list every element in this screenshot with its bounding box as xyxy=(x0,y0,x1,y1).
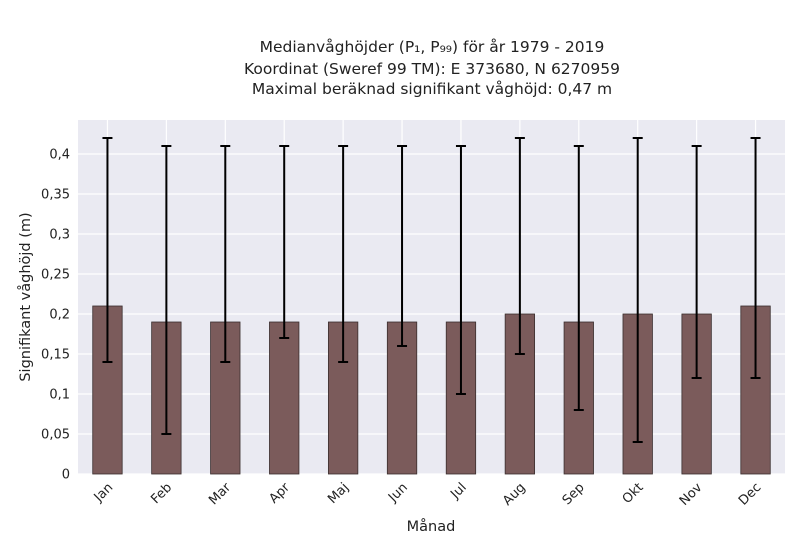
x-tick-label: Sep xyxy=(560,480,588,508)
x-tick-label: Okt xyxy=(620,480,647,507)
x-tick-label: Feb xyxy=(148,480,175,507)
x-tick-label: Jul xyxy=(447,480,469,502)
error-bar-jun xyxy=(397,145,408,347)
x-axis-ticks: Jan Feb Mar Apr Maj Jun Jul Aug Sep Okt Nov Dec xyxy=(91,480,765,509)
x-tick-label: Dec xyxy=(736,480,764,508)
error-bar-mar xyxy=(220,145,231,363)
plot-area xyxy=(78,120,785,474)
error-bar-okt xyxy=(632,137,643,443)
chart-title: Medianvåghöjder (P₁, P₉₉) för år 1979 - … xyxy=(244,38,620,98)
y-tick-label: 0,3 xyxy=(49,228,70,243)
x-tick-label: Nov xyxy=(677,480,706,509)
error-bar-feb xyxy=(161,145,172,435)
x-tick-label: Mar xyxy=(206,480,234,508)
error-bar-aug xyxy=(514,137,525,355)
y-axis-label: Signifikant våghöjd (m) xyxy=(17,212,34,381)
y-tick-label: 0 xyxy=(62,468,70,483)
y-tick-label: 0,05 xyxy=(41,428,70,443)
x-tick-label: Apr xyxy=(267,480,294,507)
y-axis-ticks: 0 0,05 0,1 0,15 0,2 0,25 0,3 0,35 0,4 xyxy=(41,148,70,483)
error-bar-jul xyxy=(455,145,466,395)
error-bar-sep xyxy=(573,145,584,411)
error-bar-dec xyxy=(750,137,761,379)
error-bars xyxy=(102,137,761,443)
error-bar-maj xyxy=(338,145,349,363)
bars xyxy=(92,305,771,475)
x-tick-label: Jun xyxy=(385,480,411,506)
y-tick-label: 0,1 xyxy=(49,388,70,403)
y-tick-label: 0,4 xyxy=(49,148,70,163)
error-bar-apr xyxy=(279,145,290,339)
error-bar-nov xyxy=(691,145,702,379)
y-tick-label: 0,15 xyxy=(41,348,70,363)
title-line-1: Medianvåghöjder (P₁, P₉₉) för år 1979 - … xyxy=(260,38,605,56)
y-tick-label: 0,2 xyxy=(49,308,70,323)
error-bar-jan xyxy=(102,137,113,363)
bar-jun xyxy=(386,321,418,475)
x-axis-label: Månad xyxy=(407,518,456,535)
x-tick-label: Aug xyxy=(500,480,529,509)
y-tick-label: 0,35 xyxy=(41,188,70,203)
x-tick-label: Jan xyxy=(91,480,116,505)
x-tick-label: Maj xyxy=(325,480,352,507)
title-line-2: Koordinat (Sweref 99 TM): E 373680, N 62… xyxy=(244,60,620,78)
title-line-3: Maximal beräknad signifikant våghöjd: 0,… xyxy=(252,80,612,98)
y-tick-label: 0,25 xyxy=(41,268,70,283)
bar-apr xyxy=(269,321,300,475)
bar-jan xyxy=(92,305,123,475)
